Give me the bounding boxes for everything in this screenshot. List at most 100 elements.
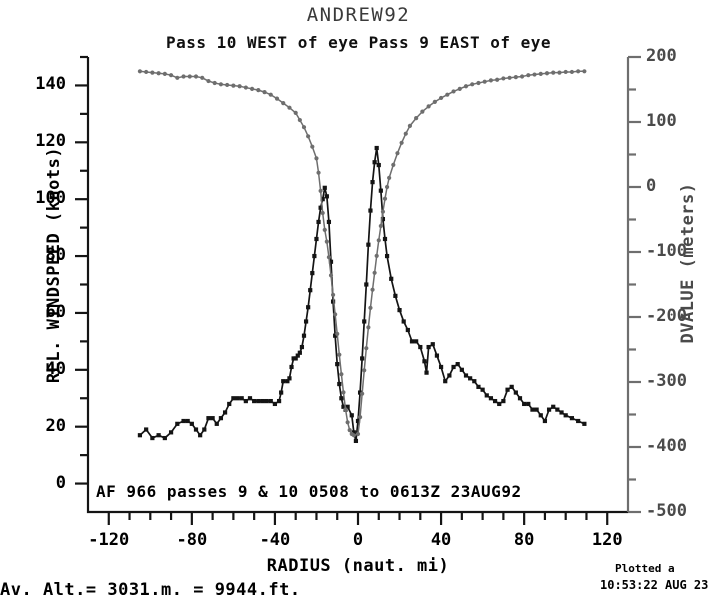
data-point bbox=[289, 364, 294, 370]
data-point bbox=[335, 331, 340, 336]
data-point bbox=[299, 344, 305, 350]
data-point bbox=[422, 359, 427, 364]
data-point bbox=[279, 390, 284, 395]
data-point bbox=[414, 339, 419, 344]
data-point bbox=[430, 342, 435, 347]
data-point bbox=[335, 362, 340, 367]
data-point bbox=[214, 421, 219, 426]
data-point bbox=[551, 70, 556, 75]
y2-axis-tick-label: 0 bbox=[646, 176, 657, 196]
data-point bbox=[156, 71, 161, 76]
data-point bbox=[328, 273, 334, 278]
data-point bbox=[534, 407, 539, 412]
chart-subtitle: Pass 10 WEST of eye Pass 9 EAST of eye bbox=[165, 33, 552, 52]
data-point bbox=[295, 353, 300, 358]
data-point bbox=[374, 145, 379, 151]
data-point bbox=[488, 78, 494, 83]
data-point bbox=[538, 71, 543, 76]
data-point bbox=[206, 416, 211, 421]
data-point bbox=[206, 78, 211, 84]
y-axis-tick-label: 140 bbox=[35, 74, 66, 95]
data-point bbox=[546, 407, 552, 412]
data-point bbox=[569, 416, 575, 421]
data-point bbox=[532, 72, 537, 77]
data-point bbox=[459, 367, 464, 372]
data-point bbox=[227, 401, 232, 407]
data-point bbox=[268, 398, 273, 404]
data-point bbox=[314, 236, 319, 242]
data-point bbox=[472, 379, 477, 384]
data-point bbox=[264, 398, 269, 404]
data-point bbox=[150, 70, 155, 75]
x-axis-tick-label: 80 bbox=[513, 530, 535, 550]
data-point bbox=[355, 418, 361, 424]
data-point bbox=[426, 104, 431, 109]
data-point bbox=[306, 305, 311, 310]
data-point bbox=[438, 364, 444, 370]
data-point bbox=[168, 73, 174, 78]
data-point bbox=[310, 271, 315, 276]
data-point bbox=[316, 170, 321, 175]
data-point bbox=[470, 82, 475, 87]
data-point bbox=[339, 372, 344, 377]
data-point bbox=[405, 327, 410, 333]
data-point bbox=[337, 381, 342, 387]
data-point bbox=[445, 92, 450, 97]
data-point bbox=[364, 282, 369, 287]
data-point bbox=[382, 196, 388, 201]
y-axis-tick-label: 80 bbox=[45, 245, 66, 266]
data-point bbox=[193, 74, 199, 79]
data-point bbox=[403, 131, 408, 136]
data-point bbox=[368, 305, 373, 310]
footer-average-altitude: Av. Alt.= 3031.m. = 9944.ft. bbox=[0, 580, 301, 600]
x-axis-title: RADIUS (naut. mi) bbox=[266, 556, 450, 576]
x-axis-tick-label: 40 bbox=[430, 530, 452, 550]
data-point bbox=[341, 390, 346, 395]
data-point bbox=[185, 418, 190, 424]
data-point bbox=[397, 307, 402, 313]
data-point bbox=[310, 144, 315, 149]
data-point bbox=[380, 216, 386, 222]
data-point bbox=[231, 396, 236, 401]
data-point bbox=[563, 413, 568, 418]
data-point bbox=[285, 379, 290, 384]
data-point bbox=[374, 253, 379, 258]
data-point bbox=[297, 350, 302, 355]
data-point bbox=[181, 418, 186, 424]
data-point bbox=[362, 368, 367, 373]
data-point bbox=[281, 101, 286, 106]
data-point bbox=[434, 353, 440, 358]
data-point bbox=[509, 384, 514, 389]
data-point bbox=[505, 387, 510, 392]
data-point bbox=[162, 435, 167, 441]
data-point bbox=[308, 288, 313, 293]
data-point bbox=[376, 162, 381, 168]
data-point bbox=[316, 219, 321, 225]
y2-axis-tick-label: -200 bbox=[646, 306, 687, 326]
y-axis-tick-label: 60 bbox=[45, 301, 66, 322]
data-point bbox=[414, 116, 419, 121]
y2-axis-tick-label: 100 bbox=[646, 111, 677, 131]
data-point bbox=[526, 401, 531, 407]
data-point bbox=[181, 74, 186, 79]
data-point bbox=[312, 253, 317, 259]
data-point bbox=[326, 255, 332, 260]
data-point bbox=[256, 398, 261, 404]
data-point bbox=[193, 427, 199, 432]
data-point bbox=[538, 413, 543, 418]
data-point bbox=[303, 319, 309, 324]
data-point bbox=[137, 69, 143, 74]
data-point bbox=[297, 117, 302, 123]
y-axis-tick-label: 120 bbox=[35, 131, 66, 152]
y-axis-tick-label: 40 bbox=[45, 358, 66, 379]
data-point bbox=[345, 404, 350, 409]
series-windspeed bbox=[137, 145, 587, 444]
data-point bbox=[513, 390, 518, 395]
data-point bbox=[175, 75, 180, 80]
data-point bbox=[391, 162, 396, 167]
data-point bbox=[576, 418, 581, 424]
data-point bbox=[343, 407, 348, 412]
x-axis-tick-label: -80 bbox=[176, 530, 208, 550]
data-point bbox=[542, 418, 548, 424]
data-point bbox=[144, 69, 149, 75]
